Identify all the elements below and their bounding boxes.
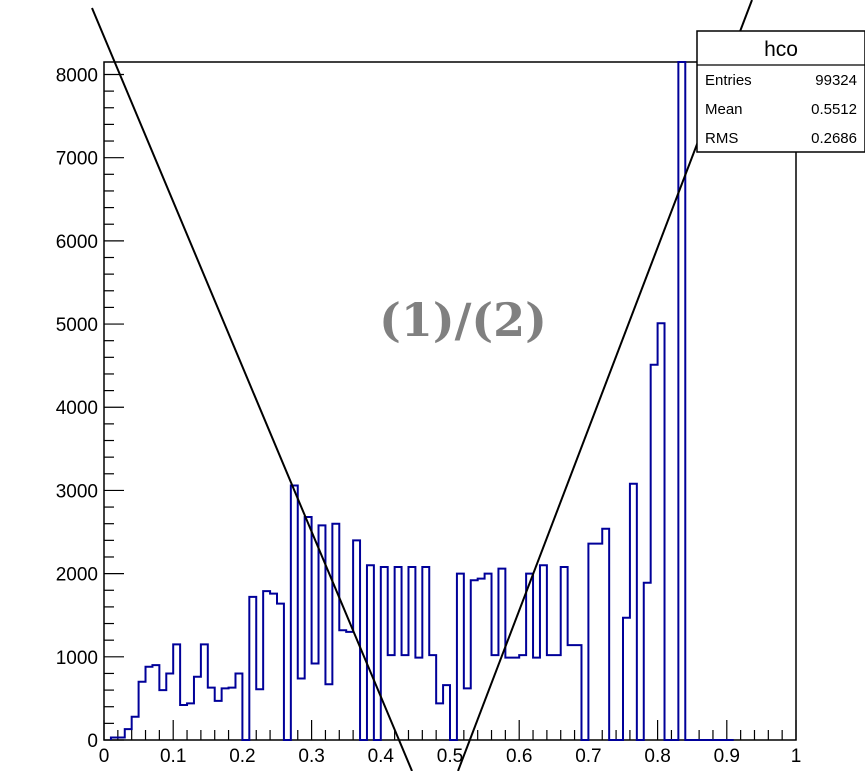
stats-box: hco Entries 99324 Mean 0.5512 RMS 0.2686	[696, 30, 865, 153]
y-tick-label: 1000	[56, 648, 98, 669]
y-tick-label: 0	[87, 731, 98, 752]
y-tick-label: 5000	[56, 315, 98, 336]
plot-frame	[103, 61, 797, 741]
x-tick-label: 0.5	[437, 746, 463, 767]
x-axis: 0 0.1 0.2 0.3 0.4 0.5 0.6 0.7 0.8 0.9 1	[99, 720, 802, 767]
y-axis: 0 1000 2000 3000 4000 5000 6000 7000 8000	[56, 65, 124, 752]
stats-value: 99324	[815, 72, 857, 89]
stats-box-frame	[696, 30, 865, 153]
x-tick-label: 0.8	[644, 746, 670, 767]
stats-value: 0.5512	[811, 101, 857, 118]
y-tick-label: 4000	[56, 398, 98, 419]
x-tick-label: 0.4	[368, 746, 395, 767]
y-tick-label: 6000	[56, 232, 98, 253]
y-tick-label: 3000	[56, 481, 98, 502]
stats-label: Entries	[705, 72, 752, 89]
stats-value: 0.2686	[811, 130, 857, 147]
x-tick-label: 0.7	[575, 746, 601, 767]
x-tick-label: 0.3	[298, 746, 324, 767]
x-tick-label: 0.2	[229, 746, 255, 767]
x-tick-label: 0.1	[160, 746, 186, 767]
x-tick-label: 1	[791, 746, 802, 767]
y-tick-label: 2000	[56, 565, 98, 586]
y-tick-label: 7000	[56, 149, 98, 170]
y-tick-label: 8000	[56, 65, 98, 86]
x-tick-label: 0.6	[506, 746, 532, 767]
diagonal-line-left	[91, 7, 413, 771]
histogram-series	[109, 61, 734, 741]
x-tick-label: 0.9	[714, 746, 740, 767]
x-tick-label: 0	[99, 746, 110, 767]
stats-label: RMS	[705, 130, 738, 147]
ratio-annotation: (1)/(2)	[379, 293, 547, 347]
stats-label: Mean	[705, 101, 743, 118]
stats-title: hco	[764, 38, 798, 61]
